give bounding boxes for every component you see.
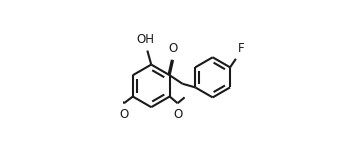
Text: O: O [173, 108, 182, 121]
Text: OH: OH [136, 33, 155, 46]
Text: O: O [169, 42, 178, 55]
Text: O: O [120, 108, 129, 121]
Text: F: F [238, 42, 245, 55]
